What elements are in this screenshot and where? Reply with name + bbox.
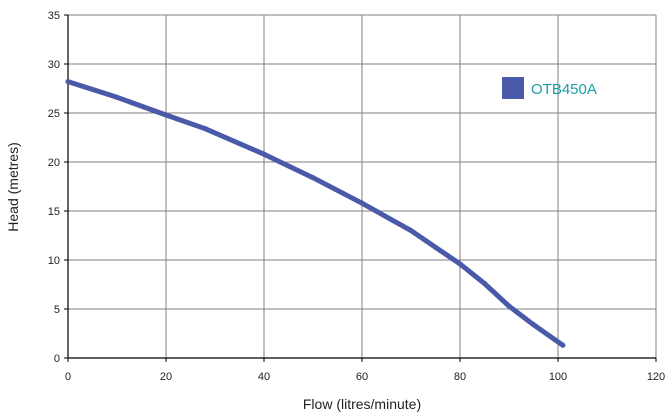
x-tick-label: 40: [258, 371, 270, 383]
data-point: [114, 94, 120, 100]
x-axis-label: Flow (litres/minute): [303, 396, 421, 412]
x-tick-label: 0: [65, 371, 71, 383]
x-tick-label: 120: [647, 371, 665, 383]
legend-label: OTB450A: [531, 81, 597, 98]
y-tick-label: 35: [48, 10, 60, 22]
y-tick-label: 10: [48, 255, 60, 267]
data-point: [408, 228, 414, 234]
y-tick-label: 25: [48, 108, 60, 120]
x-tick-label: 80: [454, 371, 466, 383]
series-lines: [65, 79, 566, 348]
data-point: [457, 261, 463, 267]
x-tick-label: 100: [549, 371, 567, 383]
grid: [68, 14, 657, 358]
data-point: [560, 342, 566, 348]
axes: [64, 14, 657, 362]
x-tick-label: 20: [160, 371, 172, 383]
data-point: [163, 112, 169, 118]
data-point: [261, 151, 267, 157]
x-tick-label: 60: [356, 371, 368, 383]
y-tick-label: 20: [48, 157, 60, 169]
tick-labels: 0 5 10 15 20 25 30 35 0 20 40 60 80 100 120: [48, 10, 665, 383]
data-point: [482, 281, 487, 287]
data-point: [202, 126, 208, 132]
data-point: [433, 244, 438, 250]
y-tick-label: 0: [54, 353, 60, 365]
legend-swatch: [502, 77, 524, 99]
y-tick-label: 15: [48, 206, 60, 218]
data-point: [310, 175, 316, 181]
y-tick-label: 5: [54, 304, 60, 316]
data-point: [531, 322, 536, 328]
y-tick-label: 30: [48, 59, 60, 71]
legend: OTB450A: [502, 77, 597, 99]
data-point: [65, 79, 71, 85]
data-point: [359, 200, 365, 206]
y-axis-label: Head (metres): [5, 142, 21, 231]
data-point: [506, 303, 512, 309]
series-line-0: [65, 79, 566, 348]
